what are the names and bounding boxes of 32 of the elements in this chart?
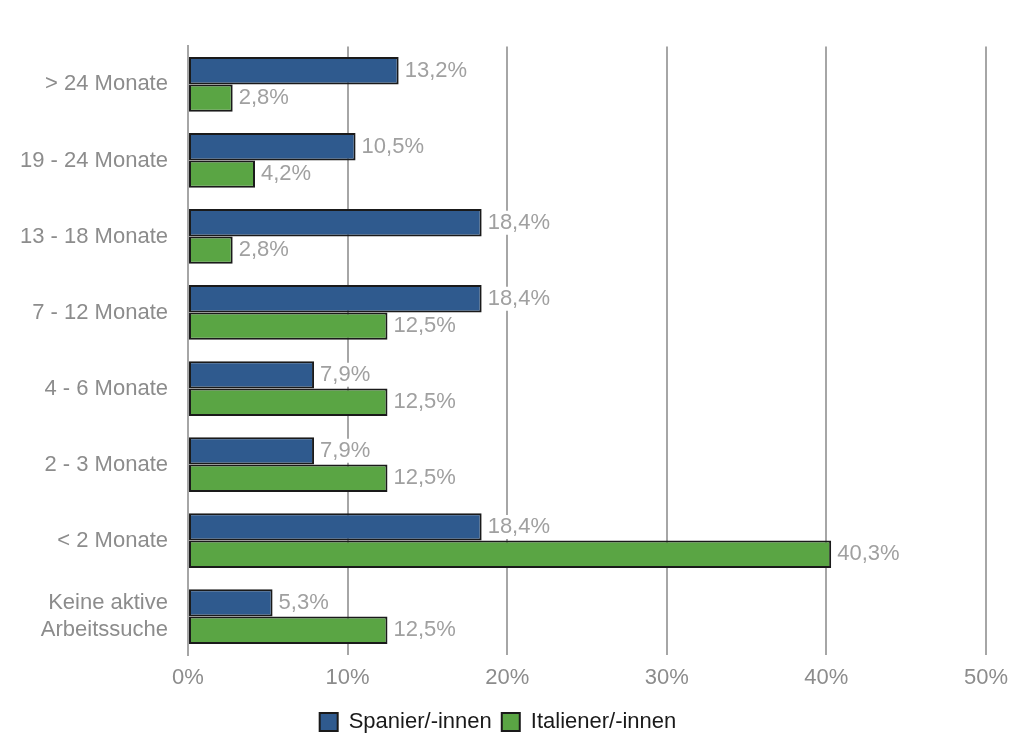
legend-label: Italiener/-innen xyxy=(530,708,677,734)
data-label: 12,5% xyxy=(393,388,456,414)
x-tick-label: 50% xyxy=(963,663,1009,689)
data-label: 18,4% xyxy=(487,512,551,538)
data-label: 18,4% xyxy=(487,284,551,310)
y-tick-label: 4 - 6 Monate xyxy=(44,374,168,400)
data-label: 12,5% xyxy=(393,312,456,338)
x-tick-label: 0% xyxy=(172,663,204,689)
x-tick-label: 10% xyxy=(325,663,370,689)
y-tick-label: 19 - 24 Monate xyxy=(20,146,168,172)
y-tick-label: 13 - 18 Monate xyxy=(20,222,168,248)
y-tick-label: < 2 Monate xyxy=(57,526,168,552)
data-label: 2,8% xyxy=(238,236,289,262)
data-label: 4,2% xyxy=(261,160,312,186)
y-tick-label: 2 - 3 Monate xyxy=(44,450,168,476)
x-tick-label: 20% xyxy=(485,663,530,689)
data-label: 2,8% xyxy=(238,84,289,110)
data-label: 18,4% xyxy=(487,208,551,234)
data-label: 12,5% xyxy=(393,616,456,642)
x-tick-label: 40% xyxy=(804,663,849,689)
data-label: 10,5% xyxy=(361,132,424,158)
data-label: 5,3% xyxy=(278,588,329,614)
y-tick-label: > 24 Monate xyxy=(45,70,168,96)
legend-label: Spanier/-innen xyxy=(348,708,492,734)
y-tick-label: Keine aktive Arbeitssuche xyxy=(40,589,168,641)
data-label: 13,2% xyxy=(404,56,468,82)
y-tick-label: 7 - 12 Monate xyxy=(32,298,168,324)
data-label: 40,3% xyxy=(837,540,900,566)
x-tick-label: 30% xyxy=(644,663,689,689)
data-label: 12,5% xyxy=(393,464,456,490)
data-label: 7,9% xyxy=(320,360,371,386)
data-label: 7,9% xyxy=(320,436,371,462)
